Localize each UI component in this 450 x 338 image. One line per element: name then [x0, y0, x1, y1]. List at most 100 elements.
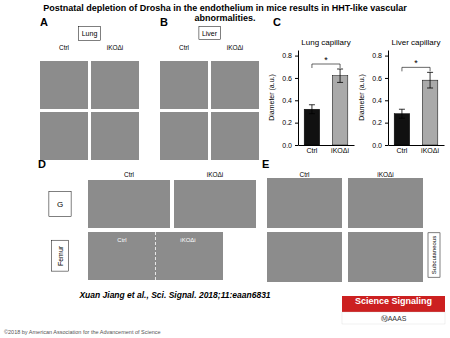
tick-label: 0.0: [282, 142, 292, 149]
y-axis: 0.0 0.2 0.4 0.6 0.8: [372, 51, 388, 149]
annotation-group: C: [273, 16, 281, 28]
bar: [422, 80, 437, 145]
annotation-group: Lung: [79, 27, 101, 41]
axis-line: [389, 145, 445, 146]
axis-line: [388, 51, 389, 146]
label-box: [428, 233, 440, 277]
error-bar-cap: [337, 69, 343, 70]
tick: iKOΔi: [331, 145, 349, 154]
tick: 0.8: [372, 52, 388, 59]
bar: [332, 76, 347, 145]
plot-area: [394, 67, 438, 145]
tick-mark: [385, 56, 388, 57]
error-bar-cap: [337, 82, 343, 83]
tick-mark: [385, 78, 388, 79]
tick: 0.0: [372, 142, 388, 149]
image-panels: [40, 61, 423, 282]
annotation: iKOΔi: [107, 44, 124, 51]
annotation: Ctrl: [299, 171, 310, 178]
tick: Ctrl: [306, 145, 317, 154]
tick-mark: [295, 145, 298, 146]
error-bar-stem: [401, 109, 402, 118]
annotation: E: [262, 158, 269, 170]
tick: 0.0: [282, 142, 298, 149]
title: abnormalities.: [194, 13, 255, 23]
axis-line: [298, 51, 299, 146]
annotation: Femur: [57, 245, 64, 266]
annotation: Subcutaneous: [431, 236, 437, 274]
tick-mark: [295, 123, 298, 124]
plot-area: [304, 64, 348, 145]
error-bar: [309, 105, 315, 114]
label-box: [79, 27, 101, 41]
image-panel: [88, 180, 170, 228]
tick: 0.2: [372, 119, 388, 126]
error-bar-cap: [309, 104, 315, 105]
image-panel: [160, 61, 208, 109]
annotation: iKOΔi: [180, 237, 195, 243]
annotation-group: Science Signaling: [355, 296, 432, 306]
annotation-group: Ctrl: [124, 171, 135, 178]
annotation-group: iKOΔi: [207, 171, 224, 178]
annotation-group: E: [262, 158, 269, 170]
image-panel: [40, 61, 88, 109]
bar: [304, 109, 319, 145]
x-axis: Ctrl iKOΔi: [389, 145, 445, 154]
annotation-group: Ctrl: [117, 237, 126, 243]
tick-mark: [385, 123, 388, 124]
tick: Ctrl: [396, 145, 407, 154]
tick-mark: [295, 78, 298, 79]
annotation-group: iKOΔi: [377, 171, 394, 178]
annotation: B: [160, 16, 168, 28]
annotation-group: ⓂAAAS: [381, 315, 407, 322]
figure: Postnatal depletion of Drosha in the end…: [0, 0, 450, 338]
image-panel: [160, 112, 208, 160]
tick-label: iKOΔi: [421, 147, 439, 154]
error-bar-stem: [430, 72, 431, 88]
annotation-group: Xuan Jiang et al., Sci. Signal. 2018;11:…: [78, 290, 270, 300]
annotation: iKOΔi: [377, 171, 394, 178]
annotation-group: ©2018 by American Association for the Ad…: [4, 329, 161, 335]
label-box: [52, 240, 69, 271]
image-panel: [174, 180, 256, 228]
x-axis: Ctrl iKOΔi: [299, 145, 355, 154]
image-panel: [267, 232, 342, 282]
error-bar: [337, 69, 343, 82]
tick: 0.8: [282, 52, 298, 59]
tick-label: 0.6: [372, 75, 382, 82]
chart-title: Lung capillary: [301, 38, 350, 47]
annotation: Liver: [202, 30, 218, 37]
annotation-group: B: [160, 16, 168, 28]
image-panel: [348, 232, 423, 282]
annotation: C: [273, 16, 281, 28]
bar-chart: *0.00.20.40.60.8CtrliKOΔiLung capillaryD…: [268, 38, 355, 154]
image-panel: [88, 232, 223, 280]
error-bar-cap: [399, 118, 405, 119]
error-bar-cap: [399, 109, 405, 110]
error-bar-cap: [427, 72, 433, 73]
tick-mark: [385, 145, 388, 146]
annotation: iKOΔi: [227, 44, 244, 51]
label-box: [199, 27, 221, 40]
annotation: Ctrl: [124, 171, 135, 178]
logo-background: [342, 296, 445, 314]
tick: 0.2: [282, 119, 298, 126]
annotation-group: Ctrl: [179, 44, 190, 51]
error-bar: [427, 72, 433, 88]
bar-chart: *0.00.20.40.60.8CtrliKOΔiLiver capillary…: [358, 38, 445, 154]
annotation: Ctrl: [59, 44, 70, 51]
tick-mark: [385, 100, 388, 101]
chart-title: Liver capillary: [392, 38, 441, 47]
axis-line: [299, 145, 355, 146]
image-panel: [40, 112, 88, 160]
image-panel: [91, 61, 139, 109]
image-panel: [211, 61, 259, 109]
tick: 0.6: [282, 75, 298, 82]
annotation-group: A: [40, 16, 48, 28]
tick: 0.4: [372, 97, 388, 104]
image-panel: [267, 178, 342, 228]
title: Postnatal depletion of Drosha in the end…: [43, 3, 407, 13]
annotation: G: [57, 200, 63, 209]
y-axis: 0.00.20.40.60.8: [282, 51, 298, 149]
label-box: [49, 192, 71, 217]
